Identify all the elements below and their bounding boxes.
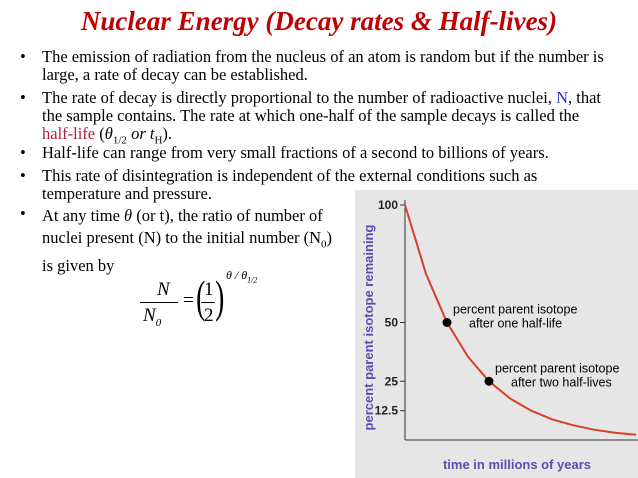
- decay-curve: [404, 204, 637, 436]
- y-tick-label: 25: [385, 374, 399, 388]
- text-segment: 0: [321, 238, 327, 251]
- fraction-line: [201, 302, 215, 303]
- fraction-line: [140, 302, 178, 303]
- text-segment: N: [556, 88, 568, 107]
- y-axis-label: percent parent isotope remaining: [361, 225, 376, 431]
- y-tick-label: 100: [378, 198, 398, 212]
- den-sub: 0: [155, 316, 162, 329]
- text-segment: The rate of decay is directly proportion…: [42, 88, 557, 107]
- text-segment: half-life: [42, 124, 96, 143]
- text-segment: or t: [126, 124, 155, 143]
- chart-background: [355, 190, 638, 478]
- exp: θ / θ: [226, 268, 248, 282]
- bullet-dot: •: [20, 204, 26, 223]
- equals: =: [183, 290, 194, 311]
- y-tick-label: 12.5: [375, 404, 399, 418]
- bullet-text: Half-life can range from very small frac…: [42, 144, 632, 162]
- bullet-dot: •: [20, 143, 26, 162]
- text-segment: H: [154, 134, 163, 147]
- text-segment: ) is given by: [42, 228, 333, 276]
- half-top: 1: [204, 279, 214, 300]
- annotation-point: [442, 318, 452, 327]
- annotation-text: after two half-lives: [511, 375, 612, 389]
- bullet-text: At any time θ (or t), the ratio of numbe…: [42, 205, 347, 277]
- text-segment: 1/2: [112, 134, 127, 147]
- bullet-text: This rate of disintegration is independe…: [42, 167, 612, 203]
- denominator: N0: [143, 305, 161, 329]
- annotation-text: percent parent isotope: [453, 303, 577, 317]
- half-bottom: 2: [204, 305, 214, 326]
- exponent: θ / θ1/2: [226, 268, 257, 284]
- text-segment: At any time: [42, 206, 125, 225]
- annotation-point: [484, 376, 494, 386]
- text-segment: θ: [124, 206, 133, 225]
- text-segment: θ: [104, 124, 113, 143]
- bullet-text: The rate of decay is directly proportion…: [42, 89, 612, 149]
- text-segment: , that the sample contains. The rate at …: [42, 88, 601, 125]
- bullet-dot: •: [20, 88, 26, 107]
- text-segment: The emission of radiation from the nucle…: [42, 47, 604, 84]
- bullet-dot: •: [20, 47, 26, 66]
- text-segment: (: [95, 124, 105, 143]
- exp-sub: 1/2: [247, 275, 258, 285]
- text-segment: (or t), the ratio of number of nuclei pr…: [42, 206, 323, 247]
- paren-right: ): [215, 271, 225, 322]
- x-axis-label: time in millions of years: [443, 457, 591, 472]
- numerator: N: [157, 279, 170, 300]
- bullet-text: The emission of radiation from the nucle…: [42, 48, 612, 84]
- text-segment: ).: [162, 124, 173, 143]
- slide-title: Nuclear Energy (Decay rates & Half-lives…: [80, 6, 558, 36]
- bullet-dot: •: [20, 166, 26, 185]
- paren-left: (: [196, 271, 206, 322]
- y-tick-label: 50: [385, 316, 399, 330]
- annotation-text: after one half-life: [469, 317, 562, 331]
- den: N: [143, 305, 156, 326]
- text-segment: Half-life can range from very small frac…: [42, 143, 549, 162]
- annotation-text: percent parent isotope: [495, 361, 619, 375]
- text-segment: This rate of disintegration is independe…: [42, 166, 538, 203]
